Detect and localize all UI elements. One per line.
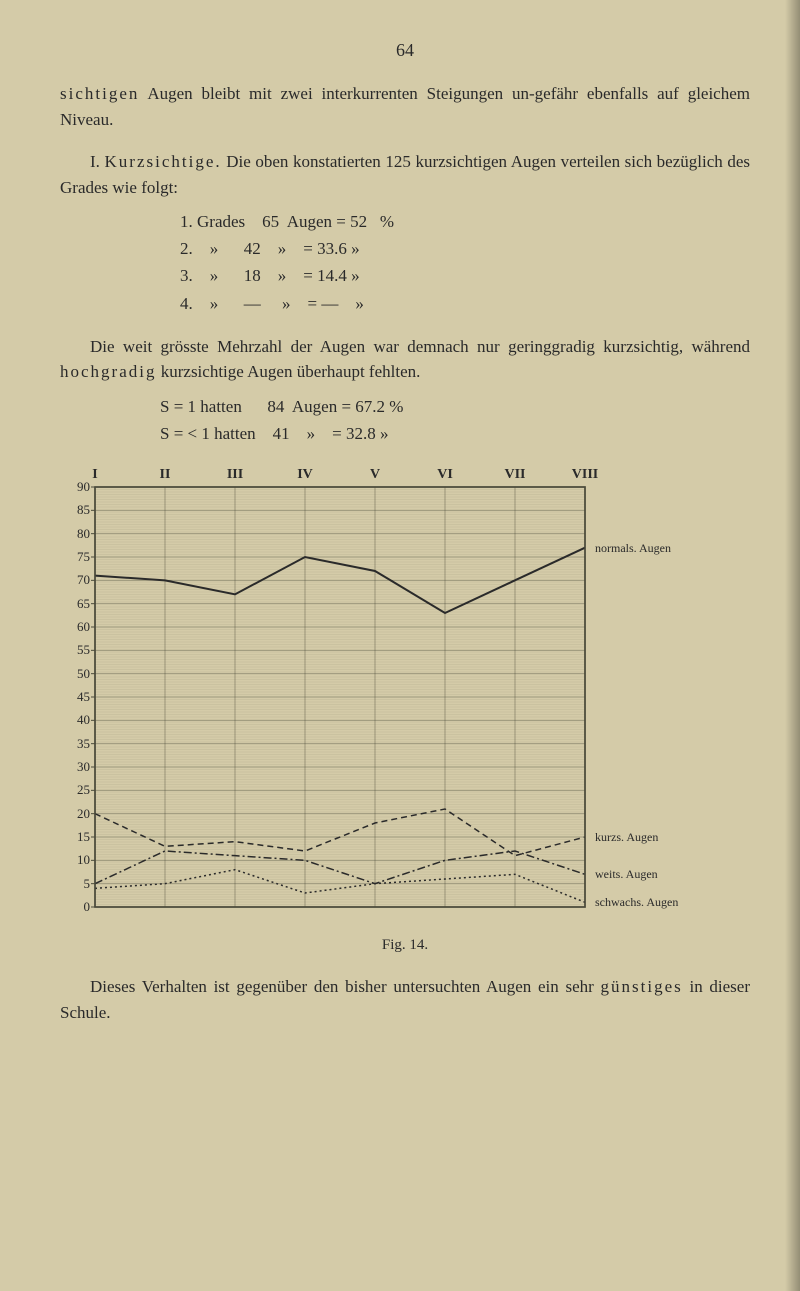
page: 64 sichtigen Augen bleibt mit zwei inter… bbox=[0, 0, 800, 1291]
paragraph-3: Die weit grösste Mehrzahl der Augen war … bbox=[60, 334, 750, 385]
y-tick-label: 35 bbox=[65, 736, 90, 752]
y-tick-label: 20 bbox=[65, 806, 90, 822]
paragraph-1: sichtigen Augen bleibt mit zwei interkur… bbox=[60, 81, 750, 132]
grade-row-4: 4. » — » = — » bbox=[180, 290, 750, 317]
para4-spaced: günstiges bbox=[601, 977, 683, 996]
x-tick-label: V bbox=[360, 467, 390, 483]
x-tick-label: II bbox=[150, 467, 180, 483]
y-tick-label: 45 bbox=[65, 689, 90, 705]
y-tick-label: 30 bbox=[65, 759, 90, 775]
y-tick-label: 80 bbox=[65, 526, 90, 542]
chart-svg bbox=[60, 467, 760, 917]
y-tick-label: 60 bbox=[65, 619, 90, 635]
x-tick-label: VII bbox=[500, 467, 530, 483]
para2-spaced: Kurzsichtige. bbox=[105, 152, 222, 171]
series-label-kurzs: kurzs. Augen bbox=[595, 830, 658, 845]
para3-spaced: hochgradig bbox=[60, 362, 156, 381]
series-label-weits: weits. Augen bbox=[595, 867, 658, 882]
series-label-schwachs: schwachs. Augen bbox=[595, 895, 678, 910]
series-label-normale: normals. Augen bbox=[595, 541, 671, 556]
grade-row-1: 1. Grades 65 Augen = 52 % bbox=[180, 208, 750, 235]
y-tick-label: 75 bbox=[65, 549, 90, 565]
y-tick-label: 40 bbox=[65, 712, 90, 728]
y-tick-label: 15 bbox=[65, 829, 90, 845]
y-tick-label: 5 bbox=[65, 876, 90, 892]
grades-list: 1. Grades 65 Augen = 52 % 2. » 42 » = 33… bbox=[180, 208, 750, 317]
y-tick-label: 0 bbox=[65, 899, 90, 915]
y-tick-label: 55 bbox=[65, 642, 90, 658]
x-tick-label: III bbox=[220, 467, 250, 483]
grade-row-2: 2. » 42 » = 33.6 » bbox=[180, 235, 750, 262]
s-list: S = 1 hatten 84 Augen = 67.2 % S = < 1 h… bbox=[160, 393, 750, 447]
para3-rest: kurzsichtige Augen überhaupt fehlten. bbox=[156, 362, 420, 381]
page-number: 64 bbox=[60, 40, 750, 61]
x-tick-label: VI bbox=[430, 467, 460, 483]
figure-caption: Fig. 14. bbox=[60, 937, 750, 954]
para1-start: sichtigen bbox=[60, 84, 139, 103]
y-tick-label: 25 bbox=[65, 782, 90, 798]
x-tick-label: I bbox=[80, 467, 110, 483]
y-tick-label: 70 bbox=[65, 572, 90, 588]
y-tick-label: 85 bbox=[65, 502, 90, 518]
s-row-1: S = 1 hatten 84 Augen = 67.2 % bbox=[160, 393, 750, 420]
chart: 051015202530354045505560657075808590IIII… bbox=[60, 467, 750, 927]
y-tick-label: 10 bbox=[65, 852, 90, 868]
para4-start: Dieses Verhalten ist gegenüber den bishe… bbox=[90, 977, 601, 996]
y-tick-label: 50 bbox=[65, 666, 90, 682]
para1-rest: Augen bleibt mit zwei interkurrenten Ste… bbox=[60, 84, 750, 129]
s-row-2: S = < 1 hatten 41 » = 32.8 » bbox=[160, 420, 750, 447]
paragraph-4: Dieses Verhalten ist gegenüber den bishe… bbox=[60, 974, 750, 1025]
page-shadow bbox=[785, 0, 800, 1291]
paragraph-2: I. Kurzsichtige. Die oben konstatierten … bbox=[60, 149, 750, 200]
x-tick-label: IV bbox=[290, 467, 320, 483]
x-tick-label: VIII bbox=[570, 467, 600, 483]
grade-row-3: 3. » 18 » = 14.4 » bbox=[180, 262, 750, 289]
para3-text: Die weit grösste Mehrzahl der Augen war … bbox=[90, 337, 750, 356]
y-tick-label: 65 bbox=[65, 596, 90, 612]
para2-prefix: I. bbox=[90, 152, 105, 171]
